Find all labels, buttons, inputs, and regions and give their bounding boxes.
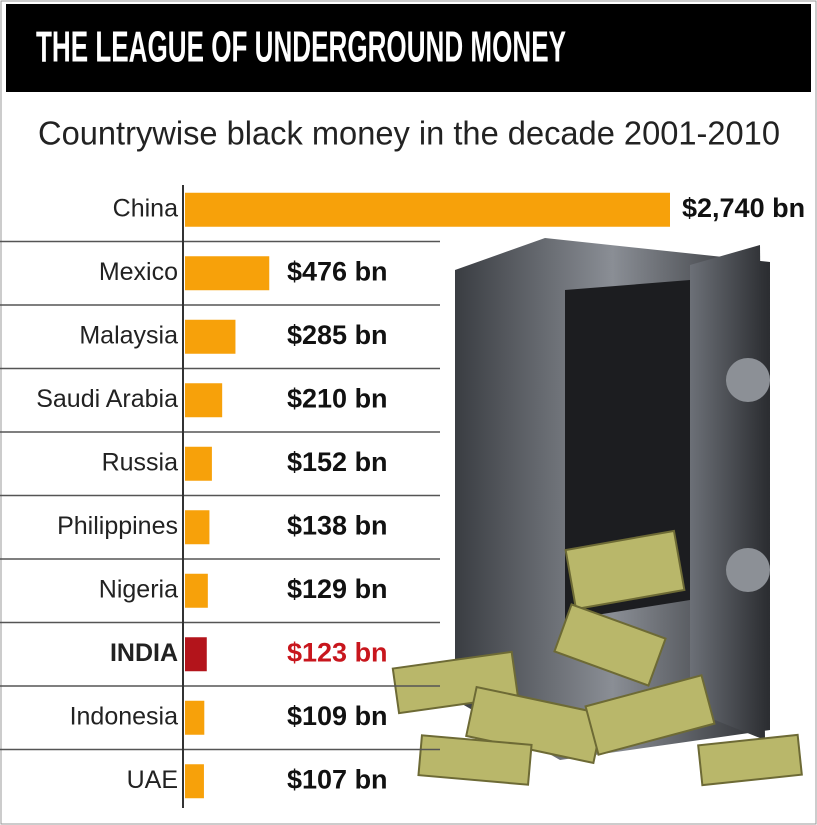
category-label: UAE bbox=[127, 766, 178, 794]
chart-title: THE LEAGUE OF UNDERGROUND MONEY bbox=[36, 23, 566, 72]
value-label: $476 bn bbox=[287, 256, 388, 286]
category-label: Saudi Arabia bbox=[36, 385, 178, 413]
bar bbox=[185, 383, 223, 418]
money-stack bbox=[417, 734, 533, 786]
value-label: $123 bn bbox=[287, 637, 388, 667]
bar bbox=[185, 700, 205, 735]
category-label: Indonesia bbox=[70, 702, 179, 730]
bar bbox=[185, 510, 210, 545]
category-label: Russia bbox=[102, 448, 179, 476]
value-label: $210 bn bbox=[287, 383, 388, 413]
value-label: $107 bn bbox=[287, 764, 388, 794]
money-stack bbox=[697, 733, 803, 787]
safe-dial bbox=[726, 358, 770, 402]
value-label: $138 bn bbox=[287, 510, 388, 540]
bar bbox=[185, 764, 204, 799]
money-stack bbox=[553, 603, 667, 687]
safe-illustration bbox=[391, 238, 803, 787]
safe-handle bbox=[726, 548, 770, 592]
category-label: Mexico bbox=[99, 258, 178, 286]
value-label: $2,740 bn bbox=[682, 193, 805, 223]
bar bbox=[185, 637, 207, 672]
title-band bbox=[6, 4, 811, 92]
chart-subtitle: Countrywise black money in the decade 20… bbox=[38, 115, 780, 152]
value-label: $152 bn bbox=[287, 447, 388, 477]
bar bbox=[185, 192, 670, 227]
money-stack bbox=[564, 529, 686, 611]
category-label: Malaysia bbox=[79, 321, 178, 349]
value-label: $109 bn bbox=[287, 701, 388, 731]
safe-door bbox=[690, 245, 765, 740]
money-stack bbox=[584, 674, 716, 756]
category-label: China bbox=[113, 194, 178, 222]
category-label: Nigeria bbox=[99, 575, 178, 603]
bar bbox=[185, 256, 270, 291]
category-label: INDIA bbox=[110, 639, 178, 667]
bar bbox=[185, 573, 208, 608]
value-label: $285 bn bbox=[287, 320, 388, 350]
bar bbox=[185, 319, 236, 354]
category-label: Philippines bbox=[57, 512, 178, 540]
value-label: $129 bn bbox=[287, 574, 388, 604]
bar bbox=[185, 446, 212, 481]
